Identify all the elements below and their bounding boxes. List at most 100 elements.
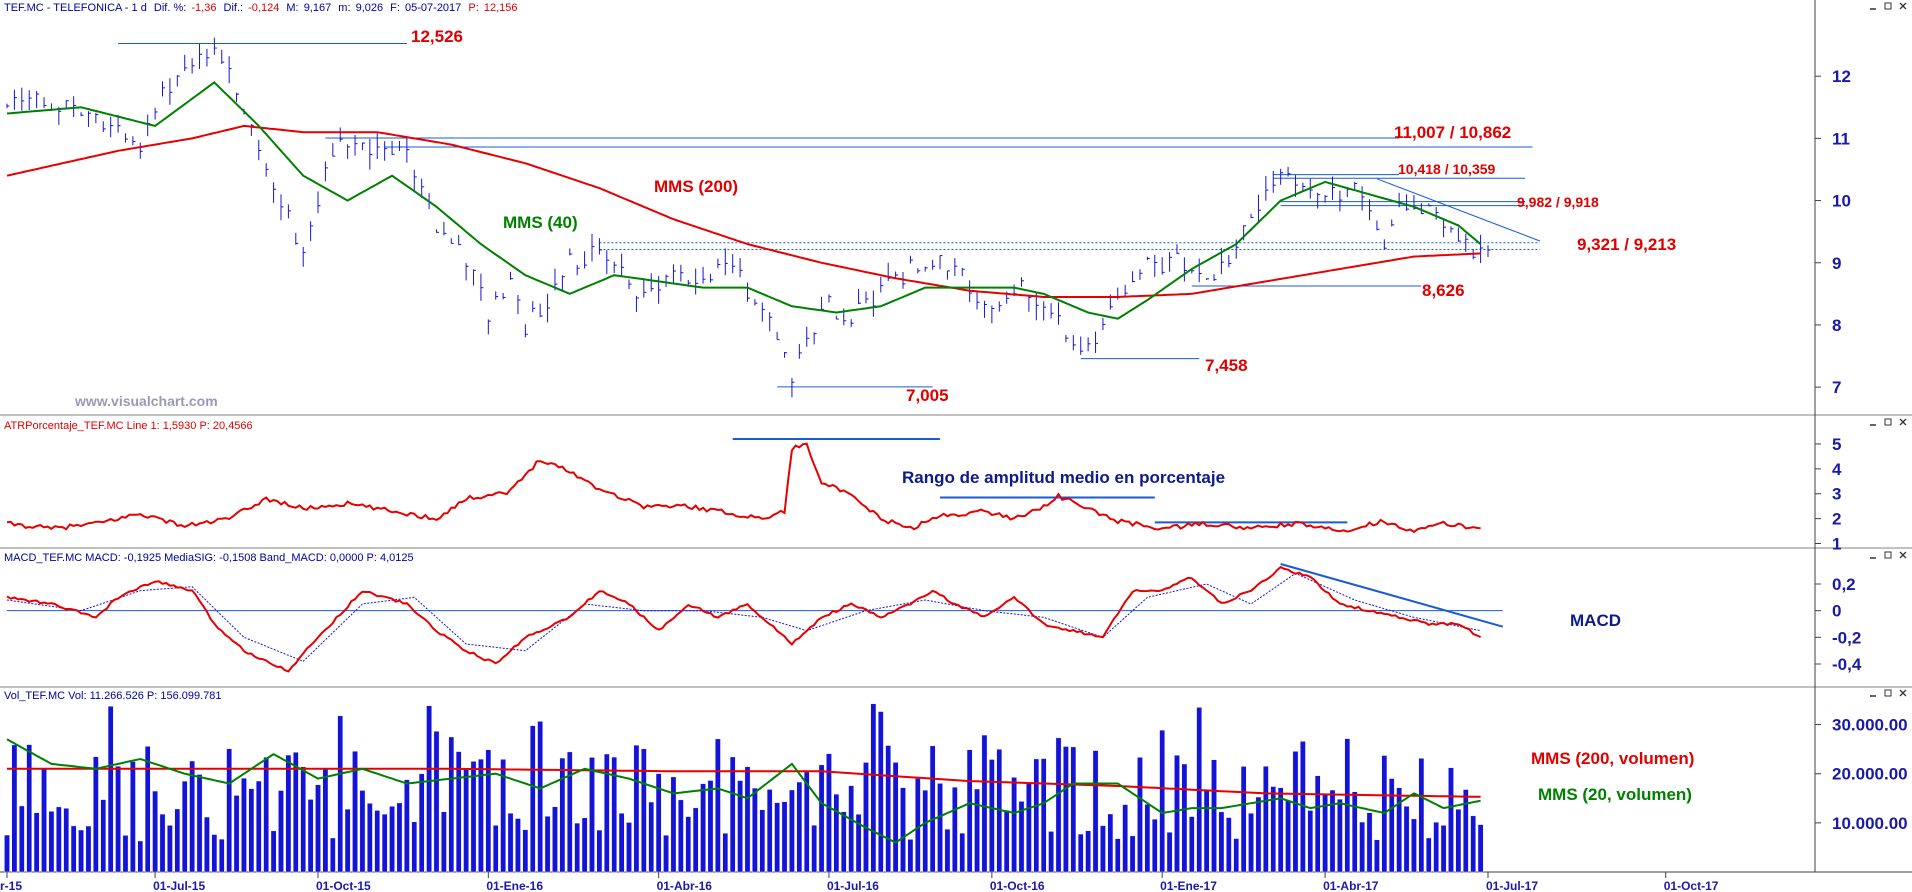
mms200-line: [6, 124, 1481, 298]
price-header: TEF.MC - TELEFONICA - 1 d Dif. %: -1,36 …: [4, 2, 517, 14]
volume-bar: [278, 790, 284, 873]
volume-bar: [159, 813, 166, 873]
price-bar: [1206, 278, 1210, 280]
price-bar: [806, 326, 810, 347]
price-bar: [665, 274, 669, 287]
volume-bar: [500, 759, 506, 873]
label-vol-mms200: MMS (200, volumen): [1531, 749, 1694, 768]
svg-text:01-Ene-17: 01-Ene-17: [1160, 879, 1217, 892]
volume-bar: [870, 703, 877, 873]
price-bar: [502, 292, 506, 300]
volume-bar: [196, 774, 203, 873]
close-icon[interactable]: [1899, 689, 1907, 697]
price-bar: [998, 301, 1002, 312]
price-bar: [539, 303, 543, 318]
close-icon[interactable]: [1899, 2, 1907, 10]
volume-panel: [4, 703, 1484, 873]
atr-line: [6, 442, 1481, 534]
atr-panel: [6, 437, 1481, 534]
volume-bar: [1026, 781, 1032, 873]
price-bar: [1280, 168, 1284, 185]
price-bar: [1183, 257, 1187, 282]
price-bar: [21, 87, 25, 111]
close-icon[interactable]: [1899, 551, 1907, 559]
volume-bar: [781, 801, 788, 873]
volume-bar: [152, 790, 158, 873]
price-bar: [932, 259, 936, 270]
label-7458: 7,458: [1205, 356, 1248, 375]
price-bar: [769, 312, 773, 332]
price-bar: [776, 331, 780, 341]
x-tick: 01-Ene-17: [1160, 872, 1217, 892]
price-bar: [1302, 182, 1306, 192]
price-bar: [917, 268, 921, 274]
volume-bar: [1240, 766, 1247, 873]
price-bar: [13, 89, 17, 110]
volume-bar: [1070, 746, 1077, 873]
volume-bar: [1159, 729, 1165, 873]
price-bar: [324, 161, 328, 182]
volume-bar: [418, 773, 425, 873]
price-bar: [1272, 170, 1276, 193]
volume-bar: [492, 825, 499, 873]
price-bar: [761, 302, 765, 322]
volume-bar: [1388, 778, 1395, 873]
price-bar: [265, 163, 269, 177]
y-tick: 1: [1815, 535, 1841, 554]
volume-bar: [937, 783, 943, 873]
restore-icon[interactable]: [1884, 418, 1892, 426]
volume-bar: [877, 711, 884, 873]
price-bar: [709, 273, 713, 283]
price-bar: [695, 268, 699, 295]
svg-text:1: 1: [1832, 535, 1841, 554]
volume-bar: [1114, 838, 1121, 873]
svg-text:5: 5: [1832, 435, 1841, 454]
volume-bar: [685, 816, 692, 873]
volume-bar: [1307, 810, 1314, 873]
price-bar: [361, 142, 365, 150]
price-bar: [1146, 256, 1150, 261]
price-bar: [1058, 302, 1062, 325]
price-bar: [835, 315, 839, 320]
volume-bar: [352, 750, 358, 873]
volume-bar: [915, 778, 921, 873]
price-bar: [724, 248, 728, 276]
x-tick: 01-Jul-16: [827, 872, 879, 892]
macd-signal-line: [6, 572, 1481, 662]
price-bar: [1257, 194, 1261, 224]
volume-bar: [285, 754, 292, 873]
volume-bar: [426, 705, 432, 873]
volume-bar: [989, 759, 995, 873]
macd-line: [6, 565, 1482, 673]
svg-text:0,2: 0,2: [1832, 575, 1856, 594]
restore-icon[interactable]: [1884, 2, 1892, 10]
price-bar: [1198, 258, 1202, 283]
volume-bar: [1122, 804, 1128, 873]
price-max: 9,167: [304, 2, 332, 14]
svg-text:01-Oct-15: 01-Oct-15: [316, 879, 371, 892]
x-tick: 01-Oct-17: [1664, 872, 1719, 892]
price-dif: -0,124: [248, 2, 279, 14]
volume-bar: [315, 784, 321, 873]
volume-bar: [233, 795, 240, 873]
price-bar: [110, 116, 114, 138]
price-bar: [162, 81, 166, 97]
label-mms40: MMS (40): [503, 213, 578, 232]
volume-bar: [1174, 755, 1180, 873]
price-bar: [1028, 294, 1032, 312]
volume-bar: [211, 834, 218, 873]
y-tick: 30.000.00: [1815, 716, 1908, 735]
restore-icon[interactable]: [1884, 551, 1892, 559]
price-bar: [828, 294, 832, 303]
price-bar: [1443, 218, 1447, 238]
label-8626: 8,626: [1422, 281, 1465, 300]
close-icon[interactable]: [1899, 418, 1907, 426]
volume-bar: [907, 839, 914, 873]
volume-bar: [1181, 763, 1188, 873]
restore-icon[interactable]: [1884, 689, 1892, 697]
svg-text:2: 2: [1832, 510, 1841, 529]
volume-bar: [1366, 812, 1373, 873]
price-bar: [613, 261, 617, 274]
svg-text:30.000.00: 30.000.00: [1832, 716, 1908, 735]
